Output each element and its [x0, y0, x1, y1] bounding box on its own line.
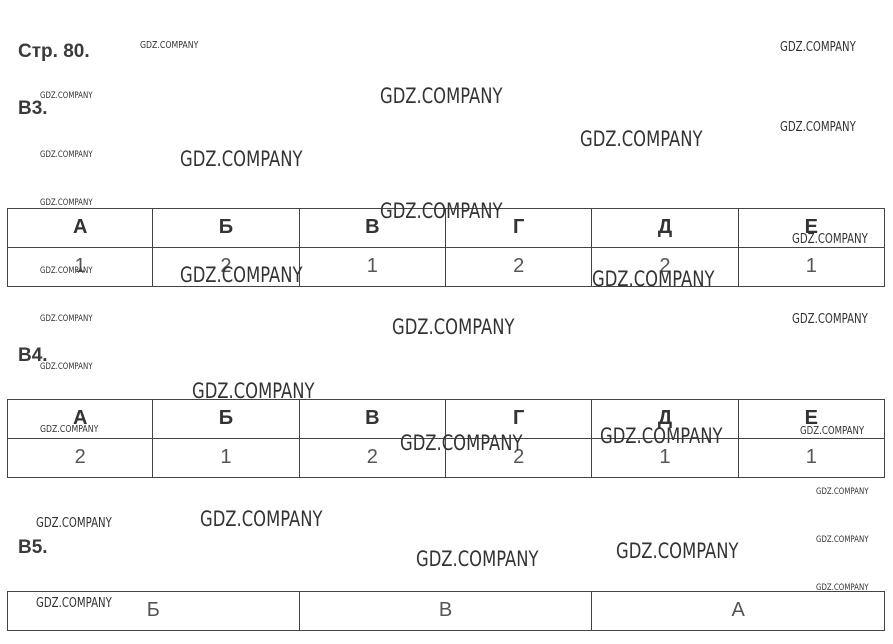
watermark: GDZ.COMPANY — [400, 431, 523, 455]
watermark: GDZ.COMPANY — [380, 199, 503, 223]
watermark: GDZ.COMPANY — [816, 487, 869, 497]
table-cell: 1 — [737, 437, 885, 478]
watermark: GDZ.COMPANY — [200, 507, 323, 531]
watermark: GDZ.COMPANY — [816, 583, 869, 593]
watermark: GDZ.COMPANY — [180, 147, 303, 171]
table-cell: 1 — [298, 246, 446, 287]
table-cell: А — [591, 591, 885, 631]
watermark: GDZ.COMPANY — [36, 596, 112, 611]
watermark: GDZ.COMPANY — [616, 539, 739, 563]
watermark: GDZ.COMPANY — [592, 267, 715, 291]
watermark: GDZ.COMPANY — [800, 424, 865, 437]
watermark: GDZ.COMPANY — [780, 40, 856, 55]
watermark: GDZ.COMPANY — [580, 127, 703, 151]
watermark: GDZ.COMPANY — [40, 266, 93, 276]
watermark: GDZ.COMPANY — [192, 379, 315, 403]
table-cell: 1 — [737, 246, 885, 287]
section-label: В4. — [18, 345, 48, 366]
table-cell: 2 — [7, 437, 154, 478]
watermark: GDZ.COMPANY — [40, 424, 99, 435]
watermark: GDZ.COMPANY — [600, 424, 723, 448]
header-cell: Д — [591, 208, 739, 248]
watermark: GDZ.COMPANY — [36, 516, 112, 531]
header-cell: Б — [152, 399, 300, 439]
watermark: GDZ.COMPANY — [416, 547, 539, 571]
watermark: GDZ.COMPANY — [140, 40, 199, 51]
watermark: GDZ.COMPANY — [392, 315, 515, 339]
watermark: GDZ.COMPANY — [816, 535, 869, 545]
section-label: В3. — [18, 98, 48, 119]
table-cell: 1 — [152, 437, 300, 478]
watermark: GDZ.COMPANY — [380, 84, 503, 108]
watermark: GDZ.COMPANY — [40, 150, 93, 160]
watermark: GDZ.COMPANY — [792, 312, 868, 327]
watermark: GDZ.COMPANY — [792, 232, 868, 247]
watermark: GDZ.COMPANY — [40, 198, 93, 208]
watermark: GDZ.COMPANY — [780, 120, 856, 135]
watermark: GDZ.COMPANY — [180, 263, 303, 287]
header-cell: А — [7, 208, 154, 248]
page-title: Стр. 80. — [18, 41, 90, 62]
watermark: GDZ.COMPANY — [40, 362, 93, 372]
header-cell: Б — [152, 208, 300, 248]
watermark: GDZ.COMPANY — [40, 314, 93, 324]
section-label: В5. — [18, 537, 48, 558]
table-cell: В — [298, 591, 593, 631]
table-cell: 2 — [445, 246, 593, 287]
watermark: GDZ.COMPANY — [40, 91, 93, 101]
